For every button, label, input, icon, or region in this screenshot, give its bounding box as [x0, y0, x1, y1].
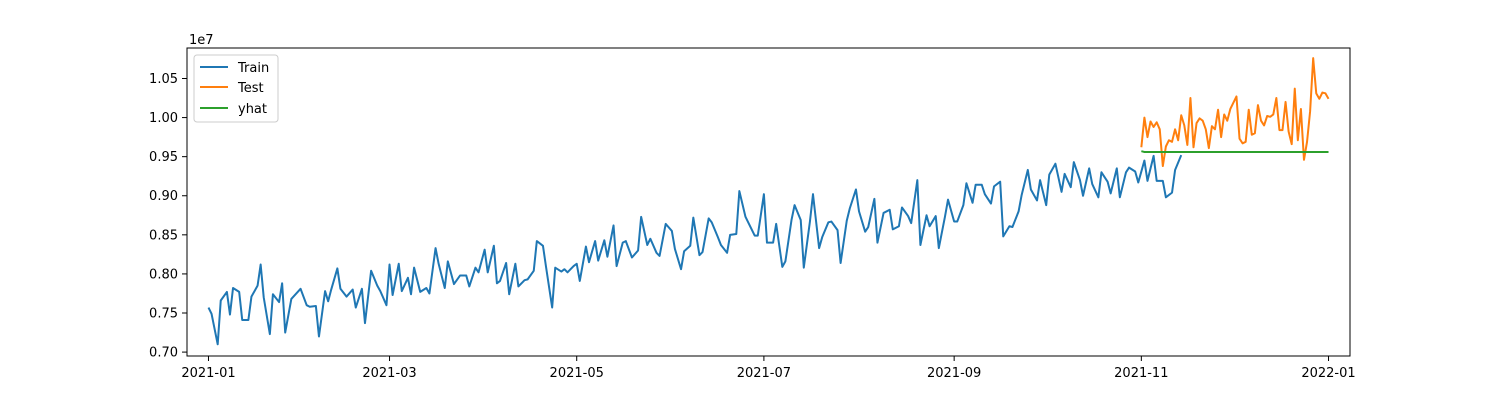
plot-area: [207, 57, 1330, 346]
series-line-yhat: [1141, 150, 1329, 153]
x-tick-label: 2021-05: [550, 366, 604, 381]
axes-frame: [186, 47, 1351, 357]
x-tick-label: 2021-09: [927, 366, 981, 381]
y-tick-label: 0.80: [149, 267, 178, 282]
series-line-train: [207, 154, 1183, 346]
x-tick-label: 2022-01: [1301, 366, 1355, 381]
legend-box: [193, 54, 279, 123]
y-tick-label: 0.75: [149, 307, 178, 322]
x-tick-label: 2021-01: [181, 366, 235, 381]
x-tick-label: 2021-07: [737, 366, 791, 381]
x-axis: 2021-01 2021-03 2021-05 2021-07 2021-09 2021-…: [181, 356, 1356, 381]
legend-label-test: Test: [237, 81, 264, 96]
y-tick-label: 0.95: [149, 150, 178, 165]
y-tick-label: 0.85: [149, 228, 178, 243]
legend: Train Test yhat: [193, 54, 279, 123]
y-offset-label: 1e7: [189, 33, 214, 48]
legend-label-yhat: yhat: [238, 102, 267, 117]
y-tick-label: 1.00: [149, 111, 178, 126]
legend-label-train: Train: [237, 61, 269, 76]
y-axis: 0.70 0.75 0.80 0.85 0.90 0.95 1.00 1.05: [149, 72, 187, 361]
y-tick-label: 1.05: [149, 72, 178, 87]
y-tick-label: 0.70: [149, 346, 178, 361]
series-line-test: [1140, 57, 1330, 168]
y-tick-label: 0.90: [149, 189, 178, 204]
x-tick-label: 2021-03: [362, 366, 416, 381]
x-tick-label: 2021-11: [1114, 366, 1168, 381]
